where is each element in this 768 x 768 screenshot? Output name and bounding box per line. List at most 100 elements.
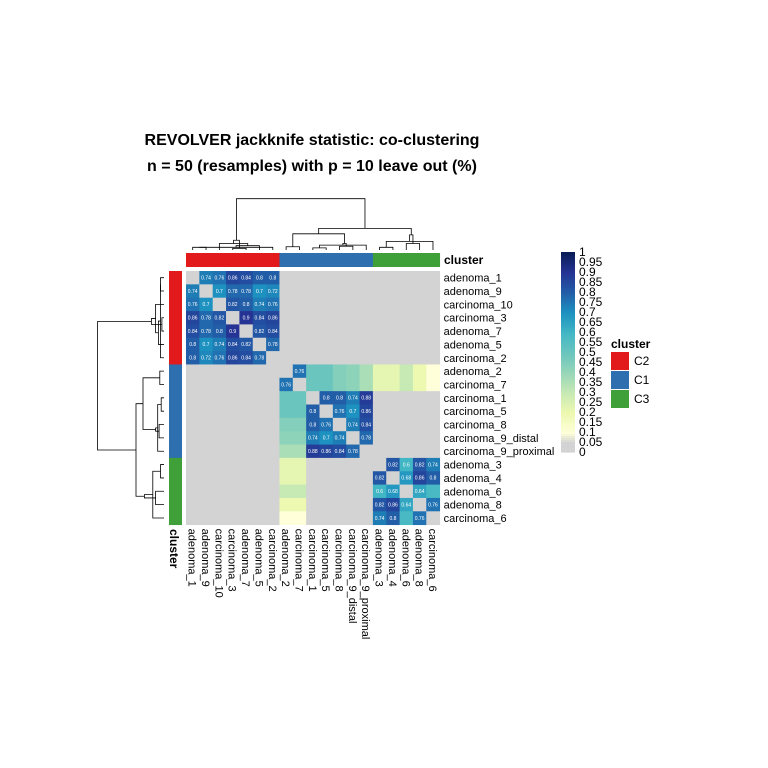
cluster-annotation-cell xyxy=(386,253,400,267)
heatmap-cell xyxy=(332,417,347,432)
dendrogram-branch xyxy=(155,303,164,334)
column-label: adenoma_7 xyxy=(239,529,251,587)
heatmap-cell xyxy=(372,457,387,472)
heatmap-cell xyxy=(252,377,267,392)
cell-value-label: 0.9 xyxy=(229,329,236,335)
column-label: adenoma_3 xyxy=(373,529,385,587)
color-scale-step xyxy=(561,370,575,373)
cluster-annotation-cell xyxy=(169,511,182,526)
cell-value-label: 0.64 xyxy=(415,489,425,495)
heatmap-cell xyxy=(319,284,334,299)
cell-value-label: 0.84 xyxy=(188,329,198,335)
heatmap-cell xyxy=(279,484,294,499)
heatmap-cell xyxy=(306,444,320,459)
color-scale-tick-label: 0.45 xyxy=(579,355,603,369)
cell-value-label: 0.68 xyxy=(388,489,398,495)
heatmap-cell xyxy=(332,404,347,419)
heatmap-cell xyxy=(426,311,441,325)
heatmap-cell xyxy=(239,417,254,432)
cell-value-label: 0.7 xyxy=(203,342,210,348)
heatmap-cell xyxy=(226,431,240,445)
cell-value-label: 0.76 xyxy=(415,516,425,522)
heatmap-cell xyxy=(346,431,360,445)
color-scale-step xyxy=(561,254,575,257)
heatmap-cell xyxy=(212,457,227,472)
heatmap-cell xyxy=(266,297,280,312)
cluster-annotation-cell xyxy=(332,253,347,267)
heatmap-cell xyxy=(212,484,227,499)
color-scale-step xyxy=(561,320,575,323)
heatmap-cell xyxy=(252,431,267,445)
cell-value-label: 0.86 xyxy=(361,409,371,415)
heatmap-cell xyxy=(279,417,294,432)
heatmap-cell xyxy=(239,431,254,445)
dendrogram-branch xyxy=(159,370,164,385)
heatmap-cell xyxy=(292,444,307,459)
row-label: carcinoma_8 xyxy=(444,420,507,432)
heatmap-cell xyxy=(399,497,414,512)
heatmap-cell xyxy=(266,404,280,419)
color-scale-step xyxy=(561,376,575,379)
heatmap-cell xyxy=(372,431,387,445)
heatmap-cell xyxy=(239,364,254,379)
color-scale-step xyxy=(561,260,575,263)
color-scale-step xyxy=(561,388,575,391)
heatmap-cell xyxy=(186,431,200,445)
heatmap-cell xyxy=(412,444,427,459)
color-scale-step xyxy=(561,408,575,411)
heatmap-cell xyxy=(346,364,360,379)
color-scale-step xyxy=(561,314,575,317)
heatmap-cell xyxy=(292,351,307,365)
heatmap-cell xyxy=(292,377,307,392)
heatmap-cell xyxy=(319,471,334,485)
heatmap-cell xyxy=(372,484,387,499)
heatmap-cell xyxy=(199,471,214,485)
row-label: carcinoma_9_proximal xyxy=(444,446,555,458)
heatmap-cell xyxy=(306,324,320,339)
heatmap-cell xyxy=(252,364,267,379)
heatmap-cell xyxy=(399,484,414,499)
heatmap-cell xyxy=(212,431,227,445)
heatmap-cell xyxy=(346,351,360,365)
heatmap-cell xyxy=(186,271,200,285)
row-label: adenoma_5 xyxy=(444,339,502,351)
heatmap-cell xyxy=(186,444,200,459)
row-label: carcinoma_10 xyxy=(444,299,513,311)
color-scale-step xyxy=(561,386,575,389)
heatmap-cell xyxy=(279,271,294,285)
color-scale-step xyxy=(561,286,575,289)
heatmap-cell xyxy=(372,311,387,325)
heatmap-cell xyxy=(346,337,360,352)
heatmap-cell xyxy=(306,391,320,405)
heatmap-cell xyxy=(399,417,414,432)
heatmap-cell xyxy=(266,377,280,392)
heatmap-cell xyxy=(306,497,320,512)
heatmap-cell xyxy=(399,324,414,339)
heatmap-cell xyxy=(239,284,254,299)
column-label: adenoma_5 xyxy=(252,529,264,587)
cell-value-label: 0.8 xyxy=(389,516,396,522)
heatmap-cell xyxy=(426,497,441,512)
color-scale-tick-label: 0.75 xyxy=(579,295,603,309)
color-scale-step xyxy=(561,398,575,401)
color-scale-step xyxy=(561,374,575,377)
column-label: carcinoma_10 xyxy=(212,529,224,598)
heatmap-cell xyxy=(386,377,400,392)
heatmap-cell xyxy=(239,444,254,459)
cell-value-label: 0.82 xyxy=(241,342,251,348)
heatmap-cell xyxy=(279,297,294,312)
cell-value-label: 0.74 xyxy=(188,289,198,295)
cluster-annotation-cell xyxy=(169,351,182,365)
heatmap-cell xyxy=(412,391,427,405)
heatmap-cell xyxy=(332,337,347,352)
heatmap-cell xyxy=(346,284,360,299)
heatmap-cell xyxy=(199,431,214,445)
heatmap-cell xyxy=(212,284,227,299)
color-scale-step xyxy=(561,406,575,409)
color-scale-tick-label: 0.35 xyxy=(579,375,603,389)
cell-value-label: 0.82 xyxy=(415,462,425,468)
cell-value-label: 0.74 xyxy=(428,462,438,468)
heatmap-cell xyxy=(359,471,374,485)
heatmap-cell xyxy=(426,511,441,526)
heatmap-cell xyxy=(252,324,267,339)
